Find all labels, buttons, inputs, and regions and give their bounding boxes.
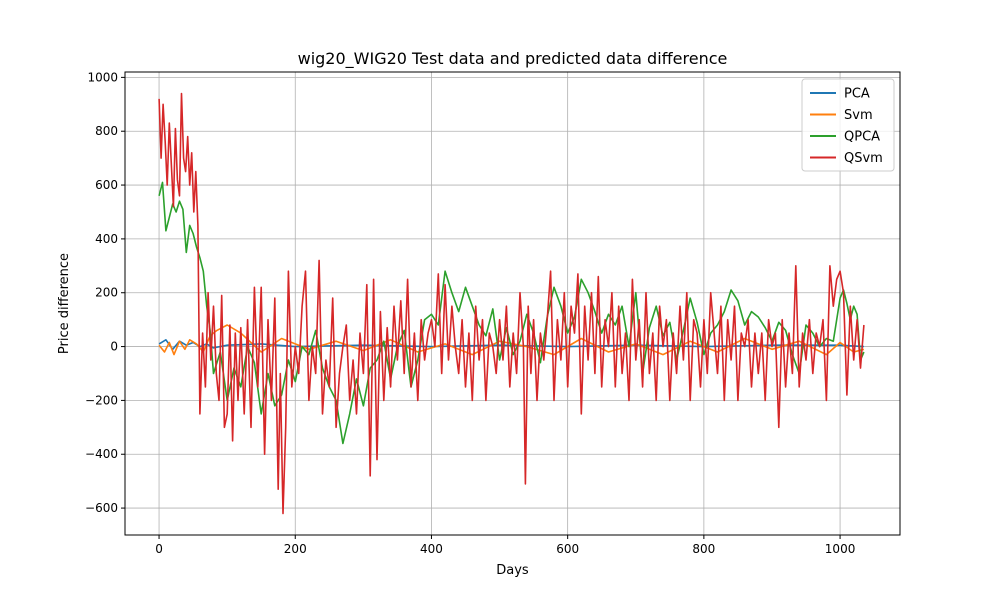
legend: PCA Svm QPCA QSvm bbox=[801, 78, 895, 172]
y-tick-label: 800 bbox=[95, 124, 118, 138]
legend-label: QSvm bbox=[844, 151, 883, 166]
y-tick-label: 1000 bbox=[87, 70, 118, 84]
x-tick-label: 600 bbox=[556, 542, 579, 556]
x-axis-label: Days bbox=[496, 563, 529, 578]
ticks: 0 200 400 600 800 1000 −600 −400 −200 0 200 400 600 8… bbox=[85, 70, 855, 556]
chart-title: wig20_WIG20 Test data and predicted data… bbox=[298, 49, 728, 69]
legend-label: QPCA bbox=[844, 130, 880, 145]
x-tick-label: 800 bbox=[692, 542, 715, 556]
y-tick-label: −200 bbox=[85, 393, 118, 407]
y-tick-label: −600 bbox=[85, 501, 118, 515]
series-line-qsvm bbox=[158, 92, 865, 515]
x-tick-label: 400 bbox=[420, 542, 443, 556]
legend-label: PCA bbox=[844, 87, 870, 102]
x-tick-label: 0 bbox=[155, 542, 163, 556]
legend-label: Svm bbox=[844, 108, 873, 123]
x-tick-label: 1000 bbox=[825, 542, 856, 556]
y-tick-label: 400 bbox=[95, 232, 118, 246]
series-layer bbox=[158, 92, 865, 515]
plot-frame bbox=[124, 71, 901, 536]
x-tick-label: 200 bbox=[284, 542, 307, 556]
y-axis-label: Price difference bbox=[57, 253, 72, 354]
legend-box bbox=[801, 78, 895, 172]
y-tick-label: −400 bbox=[85, 447, 118, 461]
y-tick-label: 600 bbox=[95, 178, 118, 192]
y-tick-label: 200 bbox=[95, 286, 118, 300]
y-tick-label: 0 bbox=[110, 340, 118, 354]
